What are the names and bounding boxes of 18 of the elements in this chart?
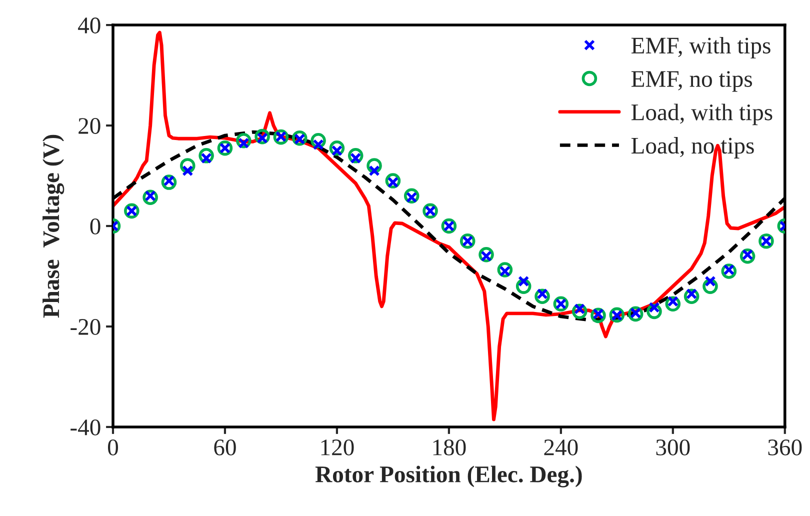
x-tick-label: 60 — [214, 439, 236, 456]
x-tick-label: 360 — [768, 439, 802, 456]
x-tick-label: 180 — [433, 439, 466, 456]
x-axis-title: Rotor Position (Elec. Deg.) — [315, 466, 582, 488]
y-tick-label: 0 — [90, 218, 100, 234]
x-tick-label: 120 — [321, 439, 354, 456]
legend-label: Load, no tips — [631, 137, 754, 158]
y-tick-label: -20 — [70, 318, 100, 335]
legend-label: EMF, with tips — [631, 36, 770, 58]
y-tick-label: 40 — [78, 18, 100, 34]
y-axis-title: Phase Voltage (V) — [42, 134, 64, 318]
x-tick-label: 240 — [544, 439, 578, 456]
y-tick-label: -40 — [70, 419, 100, 436]
x-tick-label: 300 — [656, 439, 690, 456]
legend-label: Load, with tips — [631, 104, 772, 126]
legend-label: EMF, no tips — [631, 71, 752, 92]
y-tick-label: 20 — [78, 118, 100, 134]
x-tick-label: 0 — [108, 439, 118, 456]
